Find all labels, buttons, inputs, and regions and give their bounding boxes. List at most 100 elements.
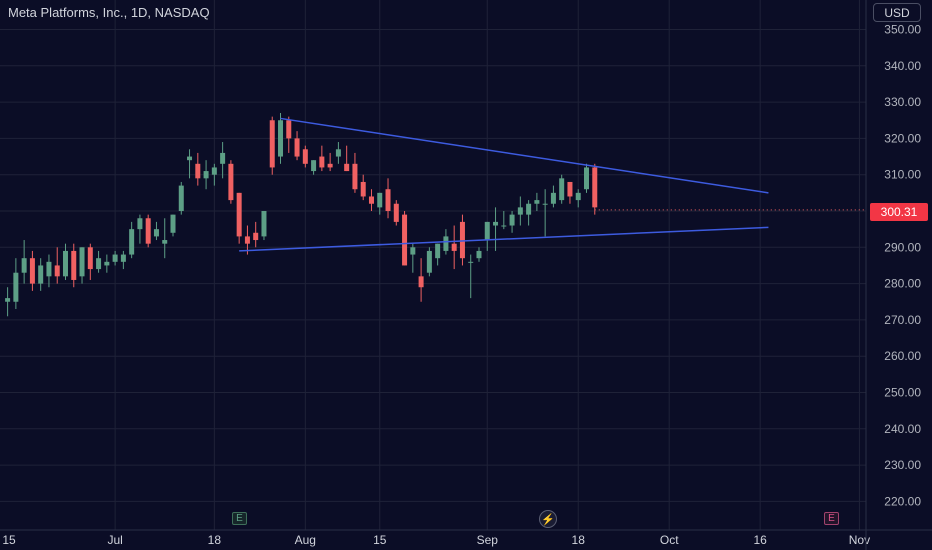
candle-body bbox=[220, 152, 226, 164]
x-tick-label: 15 bbox=[2, 533, 16, 547]
candle-body bbox=[71, 250, 77, 280]
candle-body bbox=[87, 247, 93, 270]
candle-body bbox=[195, 163, 201, 179]
candle-body bbox=[21, 258, 27, 273]
x-tick-label: 16 bbox=[753, 533, 767, 547]
candle-body bbox=[187, 156, 193, 161]
candle-body bbox=[484, 221, 490, 241]
candle-body bbox=[567, 181, 573, 197]
candle-body bbox=[344, 163, 350, 172]
candle-body bbox=[261, 211, 267, 237]
y-tick-label: 220.00 bbox=[884, 494, 921, 508]
symbol-title: Meta Platforms, Inc., 1D, NASDAQ bbox=[8, 5, 210, 20]
candle-body bbox=[311, 160, 317, 172]
candle-body bbox=[501, 225, 507, 227]
candle-body bbox=[584, 167, 589, 190]
candle-body bbox=[443, 236, 449, 251]
candle-body bbox=[178, 185, 184, 211]
candle-body bbox=[29, 258, 35, 284]
candle-body bbox=[236, 192, 242, 237]
candle-body bbox=[79, 247, 85, 277]
candle-body bbox=[120, 254, 126, 262]
candle-body bbox=[112, 254, 118, 262]
candle-body bbox=[269, 120, 275, 168]
candle-body bbox=[335, 149, 341, 157]
candle-body bbox=[5, 298, 11, 302]
y-tick-label: 230.00 bbox=[884, 458, 921, 472]
candle-body bbox=[377, 192, 383, 208]
candle-body bbox=[385, 189, 391, 211]
candle-body bbox=[435, 243, 441, 259]
candle-body bbox=[278, 120, 284, 157]
candle-body bbox=[476, 250, 482, 259]
currency-button[interactable]: USD bbox=[873, 3, 921, 22]
candle-body bbox=[592, 167, 598, 208]
y-tick-label: 340.00 bbox=[884, 59, 921, 73]
y-tick-label: 260.00 bbox=[884, 349, 921, 363]
candle-body bbox=[137, 218, 143, 230]
candle-body bbox=[410, 247, 416, 255]
x-tick-label: Oct bbox=[660, 533, 679, 547]
candle-body bbox=[62, 250, 68, 277]
earnings-upcoming-icon[interactable]: E bbox=[824, 512, 839, 525]
y-tick-label: 350.00 bbox=[884, 23, 921, 37]
candle-body bbox=[426, 250, 432, 273]
candle-body bbox=[203, 171, 209, 179]
candle-body bbox=[542, 203, 548, 205]
y-tick-label: 310.00 bbox=[884, 168, 921, 182]
candle-body bbox=[550, 192, 556, 204]
candle-body bbox=[228, 163, 234, 201]
candle-body bbox=[526, 203, 532, 215]
x-tick-label: 18 bbox=[208, 533, 222, 547]
candle-body bbox=[170, 214, 176, 233]
x-tick-label: Nov bbox=[849, 533, 870, 547]
earnings-past-icon[interactable]: E bbox=[232, 512, 247, 525]
trendline-lower bbox=[239, 226, 769, 252]
candle-body bbox=[327, 163, 333, 168]
y-tick-label: 250.00 bbox=[884, 386, 921, 400]
candle-body bbox=[104, 261, 110, 266]
candle-body bbox=[211, 167, 217, 175]
x-tick-label: Aug bbox=[295, 533, 316, 547]
x-tick-label: Jul bbox=[107, 533, 122, 547]
candle-body bbox=[393, 203, 399, 222]
candle-body bbox=[294, 138, 300, 157]
y-tick-label: 330.00 bbox=[884, 95, 921, 109]
candle-body bbox=[368, 196, 374, 204]
candle-body bbox=[459, 221, 465, 259]
candle-body bbox=[286, 120, 292, 139]
x-tick-label: 18 bbox=[572, 533, 586, 547]
candle-body bbox=[129, 229, 135, 255]
candle-body bbox=[418, 276, 424, 288]
candle-body bbox=[253, 232, 259, 241]
candle-body bbox=[468, 261, 474, 263]
candle-body bbox=[575, 192, 581, 201]
candle-body bbox=[302, 149, 308, 164]
candle-body bbox=[517, 207, 523, 215]
candle-body bbox=[319, 156, 325, 168]
candle-body bbox=[13, 272, 19, 302]
y-tick-label: 270.00 bbox=[884, 313, 921, 327]
trendline-upper bbox=[280, 117, 769, 194]
candle-body bbox=[360, 181, 366, 197]
candle-body bbox=[559, 178, 565, 201]
y-tick-label: 280.00 bbox=[884, 277, 921, 291]
candle-body bbox=[38, 265, 44, 284]
candle-body bbox=[162, 240, 168, 244]
candle-body bbox=[352, 163, 358, 190]
dividend-icon[interactable]: ⚡ bbox=[539, 510, 557, 528]
y-tick-label: 290.00 bbox=[884, 240, 921, 254]
candle-body bbox=[244, 236, 250, 244]
candle-body bbox=[451, 243, 457, 251]
x-tick-label: 15 bbox=[373, 533, 387, 547]
candle-body bbox=[493, 221, 499, 226]
candle-body bbox=[145, 218, 151, 244]
candle-body bbox=[54, 265, 60, 277]
candle-body bbox=[153, 229, 159, 237]
candle-body bbox=[509, 214, 515, 226]
last-price-label: 300.31 bbox=[870, 203, 928, 221]
x-tick-label: Sep bbox=[477, 533, 499, 547]
candle-body bbox=[46, 261, 52, 277]
candle-body bbox=[534, 200, 540, 204]
